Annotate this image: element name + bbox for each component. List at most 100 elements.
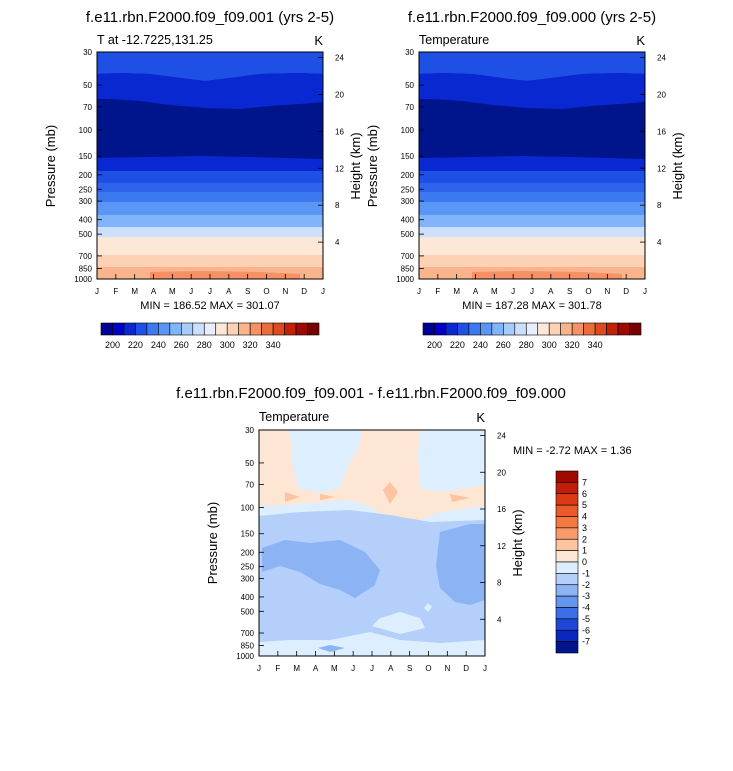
panel-1-contour-50mb [97,73,323,109]
panel-3-xtick-label: J [257,664,261,673]
panel-1-colorbar-box [181,322,194,336]
panel-1-xtick-label: A [226,287,232,296]
panel-1-ytick-right-label: 12 [335,164,344,173]
panel-2-ytick-right-label: 4 [657,238,662,247]
panel-3-ylabel: Pressure (mb) [205,502,220,584]
panel-3-ytick-label: 200 [241,548,255,557]
panel-1-ytick-right-label: 24 [335,54,344,63]
panel-2-y-axis: 30 50 70 100 150 200 250 300 400 500 700 850 1000 [396,48,424,284]
panel-1-minmax: MIN = 186.52 MAX = 301.07 [140,300,279,312]
panel-2-title: f.e11.rbn.F2000.f09_f09.000 (yrs 2-5) [408,9,656,26]
panel-3-colorbar-box [555,516,579,529]
panel-1-colorbar-box [238,322,251,336]
panel-2-ylabel: Pressure (mb) [365,125,380,207]
panel-2-ylabel-right: Height (km) [670,132,685,199]
panel-2-ytick-label: 400 [401,216,415,225]
panel-1-xtick-label: D [301,287,307,296]
panel-2-colorbar-box [583,322,596,336]
panel-2-xtick-label: J [530,287,534,296]
panel-2-y-axis-right: 24 20 16 12 8 4 [640,54,666,247]
panel-2-minmax: MIN = 187.28 MAX = 301.78 [462,300,601,312]
panel-1-y-axis: 30 50 70 100 150 200 250 300 400 500 700 850 1000 [74,48,102,284]
panel-2-colorbar-label: 340 [588,340,603,350]
panel-2-colorbar-box [537,322,550,336]
panel-1-ytick-label: 400 [79,216,93,225]
panel-1-ylabel-right: Height (km) [348,132,363,199]
panel-1-colorbar-box [226,322,239,336]
panel-3-colorbar-label: -6 [582,625,590,635]
panel-1-colorbar-box [249,322,262,336]
panel-2-colorbar-label: 320 [565,340,580,350]
panel-1-contour-300mb [97,192,323,202]
panel-3-colorbar-box [555,584,579,597]
panel-3-ytick-right-label: 24 [497,432,506,441]
panel-2-colorbar-box [606,322,619,336]
panel-3-ytick-right-label: 12 [497,542,506,551]
panel-3-ytick-right-label: 8 [497,579,502,588]
panel-2-colorbar-box [617,322,630,336]
panel-3-near-zero-dot [424,603,432,612]
panel-1-colorbar-label: 340 [266,340,281,350]
panel-3-colorbar-box [555,618,579,631]
panel-2-xtick-label: F [435,287,440,296]
panel-1-left-string: T at -12.7225,131.25 [97,33,213,47]
panel-1-ytick-label: 200 [79,171,93,180]
panel-3-colorbar-label: -2 [582,580,590,590]
panel-1-ytick-right-label: 20 [335,90,344,99]
panel-2-colorbar-box [571,322,584,336]
panel-2-colorbar-box [422,322,435,336]
panel-1-colorbar-label: 240 [151,340,166,350]
panel-2-colorbar-box [629,322,642,336]
panel-1-ytick-label: 500 [79,230,93,239]
panel-3-ytick-label: 150 [241,530,255,539]
panel-2-contour-550mb [419,227,645,237]
panel-2-ytick-label: 500 [401,230,415,239]
panel-1-ytick-right-label: 8 [335,201,340,210]
panel-3-xtick-label: D [463,664,469,673]
panel-1-xtick-label: O [263,287,269,296]
panel-2-ytick-label: 30 [405,48,414,57]
panel-3-near-zero-patch [372,612,425,634]
panel-3-ytick-right-label: 4 [497,615,502,624]
panel-1-colorbar-box [203,322,217,336]
panel-2-ytick-label: 100 [401,126,415,135]
panel-1-ytick-right-label: 4 [335,238,340,247]
panel-1-colorbar-label: 260 [174,340,189,350]
panel-3-ytick-label: 700 [241,629,255,638]
panel-2-colorbar-box [480,322,493,336]
panel-1-colorbar: 200 220 240 260 280 300 320 340 [100,322,320,350]
panel-2-ytick-label: 70 [405,103,414,112]
panel-1-xtick-label: M [169,287,176,296]
panel-2-ytick-label: 150 [401,152,415,161]
panel-2-colorbar-label: 220 [450,340,465,350]
panel-2-colorbar-label: 200 [427,340,442,350]
panel-3-colorbar-box [555,595,579,608]
panel-2-ytick-label: 50 [405,81,414,90]
panel-3-colorbar-box [555,470,579,483]
panel-2-xtick-label: S [567,287,572,296]
panel-3-units: K [476,410,485,425]
panel-1-ylabel: Pressure (mb) [43,125,58,207]
panel-1-ytick-label: 100 [79,126,93,135]
panel-1-ytick-label: 250 [79,185,93,194]
panel-1-colorbar-box [169,322,182,336]
panel-3-xtick-label: N [444,664,450,673]
panel-3-colorbar-label: 3 [582,523,587,533]
panel-1-title: f.e11.rbn.F2000.f09_f09.001 (yrs 2-5) [86,9,334,26]
panel-2-xtick-label: N [604,287,610,296]
panel-3-title: f.e11.rbn.F2000.f09_f09.001 - f.e11.rbn.… [176,385,566,402]
panel-2-colorbar-box [457,322,470,336]
panel-2-xtick-label: M [491,287,498,296]
panel-1-ytick-right-label: 16 [335,127,344,136]
panel-1-contour-250mb [97,183,323,192]
panel-3-colorbar-label: -3 [582,591,590,601]
panel-1-xtick-label: N [282,287,288,296]
panel-1-ytick-label: 50 [83,81,92,90]
panel-3-colorbar-label: 4 [582,512,587,522]
panel-1-xtick-label: S [245,287,250,296]
panel-2-colorbar-box [434,322,447,336]
panel-3-colorbar-box [555,493,579,506]
panel-3-colorbar-box [555,561,579,574]
